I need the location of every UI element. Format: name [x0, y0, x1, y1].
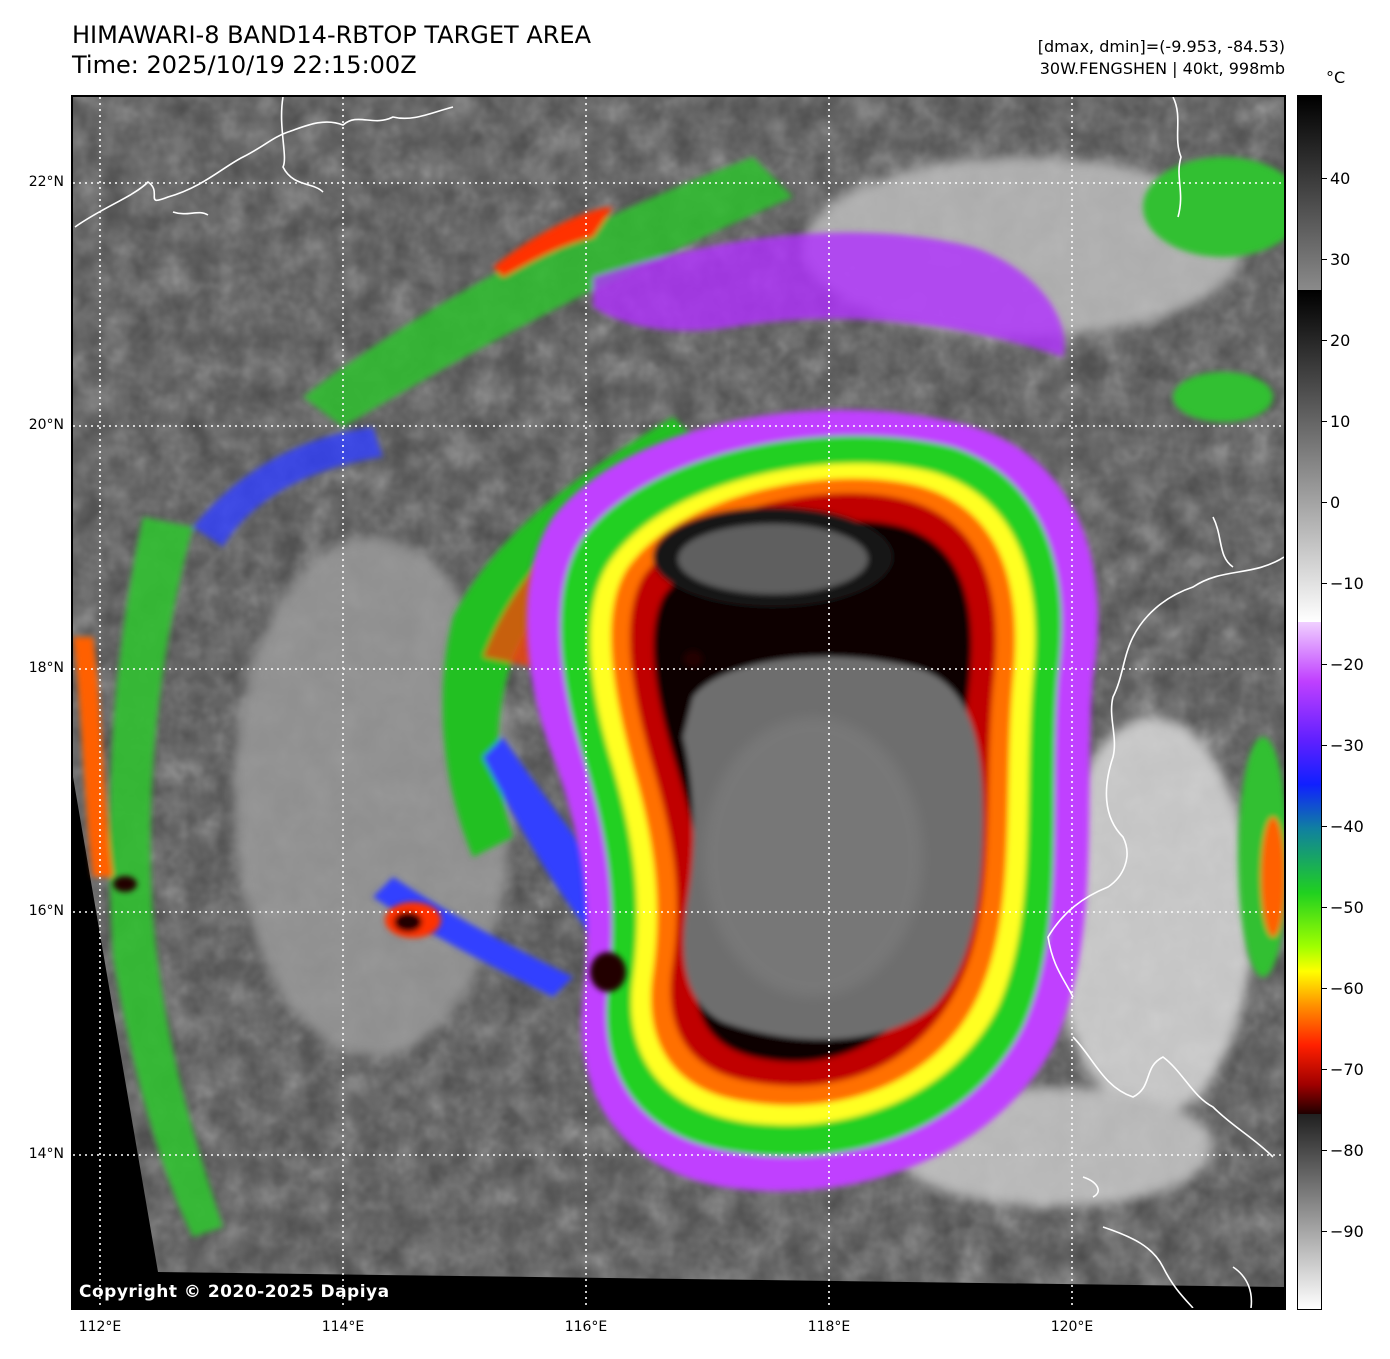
colorbar-label-minus50: −50 [1330, 898, 1364, 917]
storm-info: 30W.FENGSHEN | 40kt, 998mb [1039, 59, 1285, 78]
lon-label-118e: 118°E [807, 1319, 851, 1335]
satellite-imagery [73, 97, 1284, 1308]
lat-label-20n: 20°N [28, 417, 64, 433]
colorbar-label-30: 30 [1330, 250, 1351, 269]
colorbar-label-20: 20 [1330, 331, 1351, 350]
colorbar-label-minus20: −20 [1330, 655, 1364, 674]
colorbar-label-0: 0 [1330, 493, 1341, 512]
colorbar-unit: °C [1326, 68, 1346, 87]
colorbar-label-10: 10 [1330, 412, 1351, 431]
colorbar-label-minus30: −30 [1330, 736, 1364, 755]
figure-title-line1: HIMAWARI-8 BAND14-RBTOP TARGET AREA [72, 21, 592, 49]
coastlines [74, 97, 1284, 1308]
colorbar-label-40: 40 [1330, 169, 1351, 188]
colorbar-label-minus40: −40 [1330, 817, 1364, 836]
data-range-info: [dmax, dmin]=(-9.953, -84.53) [1037, 37, 1285, 56]
lat-label-18n: 18°N [28, 660, 64, 676]
lon-label-116e: 116°E [564, 1319, 608, 1335]
lat-label-14n: 14°N [28, 1146, 64, 1162]
satellite-map: Copyright © 2020-2025 Dapiya [71, 95, 1286, 1310]
colorbar-label-minus80: −80 [1330, 1141, 1364, 1160]
lat-label-16n: 16°N [28, 903, 64, 919]
colorbar-label-minus60: −60 [1330, 979, 1364, 998]
lon-label-114e: 114°E [321, 1319, 365, 1335]
lat-label-22n: 22°N [28, 174, 64, 190]
graticule [73, 97, 1284, 1308]
convective-cells [113, 157, 1284, 992]
figure-title-line2: Time: 2025/10/19 22:15:00Z [72, 51, 417, 79]
colorbar-label-minus70: −70 [1330, 1060, 1364, 1079]
colorbar-label-minus10: −10 [1330, 574, 1364, 593]
colorbar-label-minus90: −90 [1330, 1222, 1364, 1241]
colorbar [1297, 95, 1322, 1310]
copyright-notice: Copyright © 2020-2025 Dapiya [79, 1282, 390, 1302]
lon-label-112e: 112°E [78, 1319, 122, 1335]
lon-label-120e: 120°E [1050, 1319, 1094, 1335]
colorbar-gradient [1298, 96, 1321, 1309]
